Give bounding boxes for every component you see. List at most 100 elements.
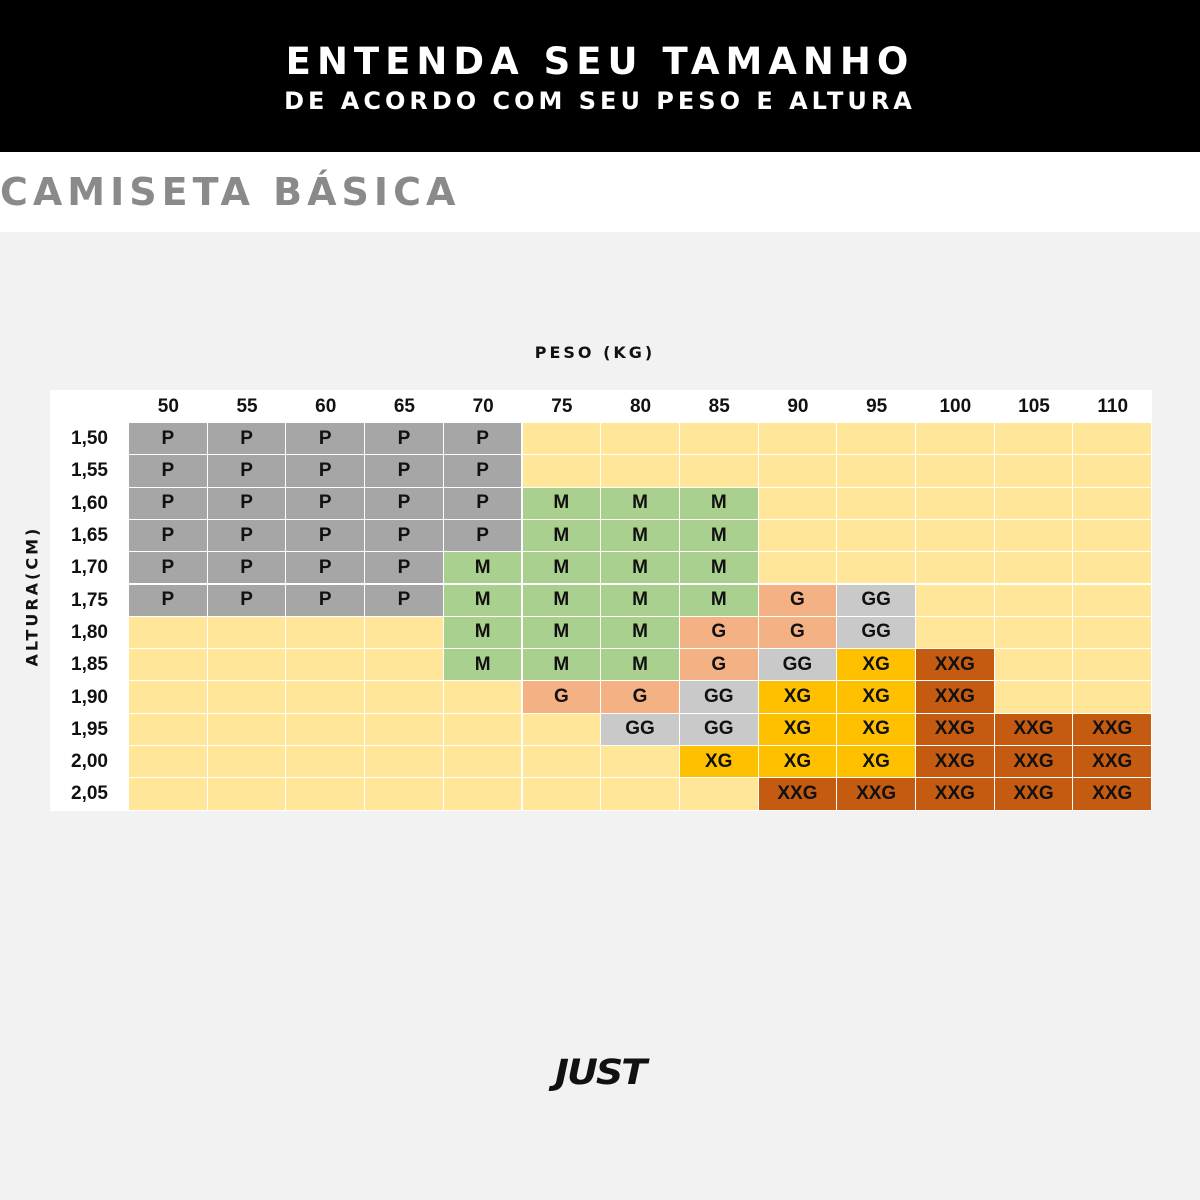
size-cell — [601, 455, 680, 488]
size-cell: XXG — [1073, 746, 1153, 779]
size-cell: XXG — [916, 713, 995, 746]
size-cell: P — [207, 455, 287, 488]
size-cell — [1073, 552, 1153, 585]
size-cell: G — [758, 616, 838, 650]
size-cell — [286, 649, 366, 682]
size-cell — [916, 552, 995, 585]
size-cell: P — [286, 584, 366, 617]
size-cell: M — [522, 487, 602, 520]
size-cell — [1073, 455, 1153, 488]
size-cell — [129, 713, 208, 746]
size-cell — [207, 616, 287, 650]
weight-header: 55 — [207, 390, 287, 423]
size-cell: GG — [837, 584, 916, 617]
size-cell — [994, 681, 1074, 714]
size-cell: P — [365, 423, 444, 456]
size-cell — [916, 487, 995, 520]
height-header: 1,70 — [50, 552, 129, 585]
size-cell — [601, 778, 680, 811]
size-cell — [601, 746, 680, 779]
size-cell: G — [679, 616, 759, 650]
size-cell: P — [365, 455, 444, 488]
size-cell — [758, 519, 838, 553]
height-header: 1,95 — [50, 713, 129, 746]
weight-header: 90 — [758, 390, 838, 423]
size-cell: P — [365, 584, 444, 617]
size-cell — [1073, 616, 1153, 650]
size-cell — [207, 649, 287, 682]
size-cell: GG — [679, 681, 759, 714]
weight-header: 80 — [601, 390, 680, 423]
size-cell: XXG — [758, 778, 838, 811]
size-cell — [365, 681, 444, 714]
size-cell: P — [286, 552, 366, 585]
size-cell: P — [207, 487, 287, 520]
size-cell: P — [286, 519, 366, 553]
size-cell — [837, 423, 916, 456]
size-cell: M — [601, 649, 680, 682]
size-cell — [758, 423, 838, 456]
size-cell — [522, 423, 602, 456]
size-cell: GG — [758, 649, 838, 682]
size-cell — [365, 778, 444, 811]
size-cell — [365, 616, 444, 650]
weight-header: 95 — [837, 390, 916, 423]
size-cell — [286, 616, 366, 650]
size-cell: XG — [758, 681, 838, 714]
size-cell — [365, 713, 444, 746]
size-cell: G — [601, 681, 680, 714]
product-banner — [0, 152, 1200, 232]
size-cell — [1073, 681, 1153, 714]
size-cell — [522, 746, 602, 779]
size-cell: P — [207, 584, 287, 617]
size-table: 50 55 60 65 70 75 80 85 90 95 100 105 110 1,50 P P P P P 1,… — [50, 390, 1153, 811]
size-cell — [994, 455, 1074, 488]
size-cell: XXG — [837, 778, 916, 811]
size-cell: M — [601, 519, 680, 553]
size-cell: P — [207, 519, 287, 553]
weight-header: 60 — [286, 390, 366, 423]
size-cell — [522, 778, 602, 811]
size-cell: P — [129, 423, 208, 456]
size-cell: M — [679, 519, 759, 553]
height-axis-label: ALTURA(CM) — [22, 525, 42, 667]
size-cell — [1073, 423, 1153, 456]
size-cell: XXG — [994, 778, 1074, 811]
brand-logo: JUST — [554, 1051, 647, 1093]
height-header: 1,65 — [50, 519, 129, 553]
product-title: CAMISETA BÁSICA — [0, 170, 461, 214]
size-cell: P — [129, 519, 208, 553]
weight-header: 75 — [522, 390, 602, 423]
size-cell — [286, 778, 366, 811]
size-cell — [365, 746, 444, 779]
size-cell: P — [443, 455, 523, 488]
weight-header: 100 — [916, 390, 995, 423]
size-cell: XG — [758, 713, 838, 746]
weight-header: 105 — [994, 390, 1074, 423]
size-cell — [286, 746, 366, 779]
size-cell: P — [207, 552, 287, 585]
size-cell — [443, 778, 523, 811]
size-cell: P — [286, 487, 366, 520]
size-cell: M — [443, 649, 523, 682]
weight-header: 110 — [1073, 390, 1153, 423]
size-cell — [916, 455, 995, 488]
size-cell: M — [522, 649, 602, 682]
size-cell — [286, 681, 366, 714]
height-header: 1,50 — [50, 423, 129, 456]
size-cell — [1073, 584, 1153, 617]
size-cell — [443, 681, 523, 714]
size-cell — [758, 455, 838, 488]
size-cell — [601, 423, 680, 456]
size-cell — [994, 519, 1074, 553]
header-title: ENTENDA SEU TAMANHO — [285, 40, 915, 83]
size-cell: M — [679, 552, 759, 585]
size-cell: XG — [679, 746, 759, 779]
size-cell: M — [601, 584, 680, 617]
size-cell: M — [601, 552, 680, 585]
size-cell — [916, 616, 995, 650]
size-cell: M — [443, 616, 523, 650]
size-cell — [994, 487, 1074, 520]
size-cell — [443, 746, 523, 779]
size-cell: P — [443, 423, 523, 456]
